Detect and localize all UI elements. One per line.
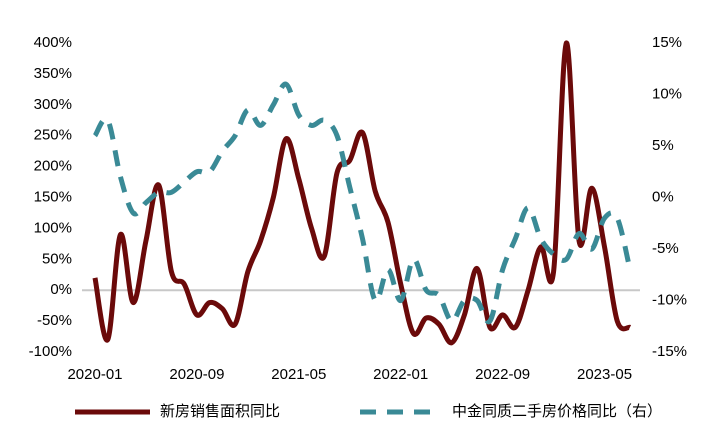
y2-tick-label: 15% [652, 34, 682, 51]
x-tick-label: 2022-01 [373, 366, 428, 383]
y-tick-label: 400% [34, 34, 72, 51]
x-tick-label: 2021-05 [271, 366, 326, 383]
y2-tick-label: 10% [652, 85, 682, 102]
y2-tick-label: 0% [652, 188, 674, 205]
y-tick-label: 300% [34, 96, 72, 113]
y-tick-label: 350% [34, 65, 72, 82]
y2-tick-label: -5% [652, 240, 679, 257]
y-tick-label: 50% [42, 250, 72, 267]
series-line [92, 40, 632, 346]
y-tick-label: 100% [34, 219, 72, 236]
y-tick-label: 150% [34, 188, 72, 205]
x-tick-label: 2020-09 [169, 366, 224, 383]
series-line [92, 81, 633, 325]
y-tick-label: -100% [29, 343, 72, 360]
x-tick-label: 2022-09 [475, 366, 530, 383]
y2-tick-label: 5% [652, 137, 674, 154]
y-tick-label: -50% [37, 312, 72, 329]
y2-tick-label: -15% [652, 343, 687, 360]
legend-label: 中金同质二手房价格同比（右） [452, 403, 662, 420]
legend-label: 新房销售面积同比 [160, 403, 280, 420]
y-tick-label: 200% [34, 158, 72, 175]
y2-tick-label: -10% [652, 291, 687, 308]
x-tick-label: 2023-05 [577, 366, 632, 383]
y-tick-label: 250% [34, 127, 72, 144]
x-tick-label: 2020-01 [67, 366, 122, 383]
y-tick-label: 0% [50, 281, 72, 298]
